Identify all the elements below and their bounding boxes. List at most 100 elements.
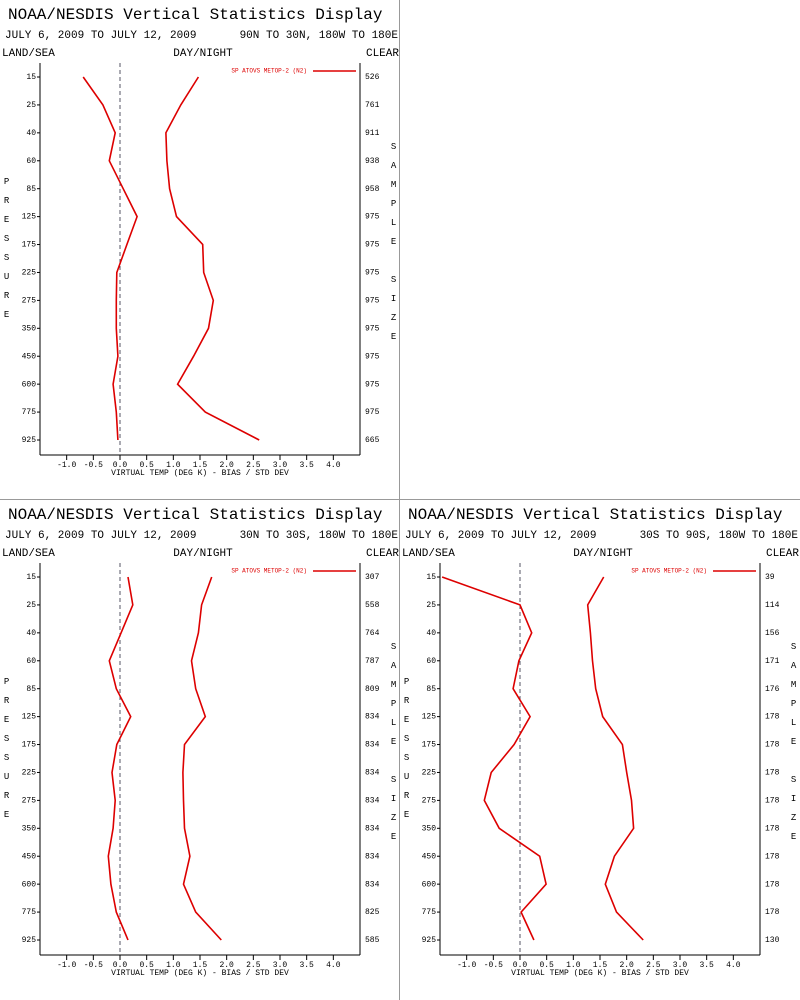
y2-axis-label: SAMPLE SIZE [789,642,799,851]
sample-size: 834 [365,713,380,722]
clear: CLEAR [366,548,399,560]
y-tick-label: 450 [22,352,37,361]
date-range: JULY 6, 2009 TO JULY 12, 2009 [5,30,196,42]
sample-size: 975 [365,380,380,389]
y-tick-label: 450 [422,852,437,861]
y-tick-label: 275 [22,296,37,305]
sample-size: 761 [365,101,380,110]
legend-label: SP ATOVS METOP-2 (N2) [631,568,707,575]
x-tick-label: 4.0 [726,961,741,970]
sample-size: 178 [765,908,780,917]
y-tick-label: 775 [22,408,37,417]
y-tick-label: 60 [26,157,36,166]
sample-size: 585 [365,936,380,945]
y-tick-label: 600 [422,880,437,889]
x-tick-label: 3.0 [673,961,688,970]
x-axis-label: VIRTUAL TEMP (DEG K) - BIAS / STD DEV [511,969,689,978]
y-tick-label: 40 [26,129,36,138]
x-tick-label: 2.0 [619,961,634,970]
y-tick-label: 775 [422,908,437,917]
land-sea: LAND/SEA [2,548,55,560]
title: NOAA/NESDIS Vertical Statistics Display [408,506,783,524]
region: 90N TO 30N, 180W TO 180E [240,30,399,42]
x-tick-label: 0.5 [539,961,554,970]
legend-label: SP ATOVS METOP-2 (N2) [231,68,307,75]
sample-size: 526 [365,73,380,82]
y-tick-label: 60 [26,657,36,666]
x-tick-label: 4.0 [326,461,341,470]
x-tick-label: 1.0 [166,461,181,470]
sample-size: 665 [365,436,380,445]
y-tick-label: 925 [422,936,437,945]
title: NOAA/NESDIS Vertical Statistics Display [8,506,383,524]
std-dev-line [586,576,644,941]
bias-line [107,576,134,941]
y-tick-label: 350 [22,824,37,833]
sample-size: 834 [365,796,380,805]
sample-size: 834 [365,824,380,833]
sample-size: 156 [765,629,780,638]
y-tick-label: 40 [426,629,436,638]
sample-size: 558 [365,601,380,610]
x-tick-label: 3.5 [299,961,314,970]
sample-size: 171 [765,657,780,666]
sample-size: 938 [365,157,380,166]
region: 30S TO 90S, 180W TO 180E [640,530,799,542]
y-tick-label: 225 [22,769,37,778]
sample-size: 975 [365,241,380,250]
y-tick-label: 925 [22,936,37,945]
sample-size: 834 [365,741,380,750]
x-tick-label: 3.0 [273,961,288,970]
y-tick-label: 85 [26,185,36,194]
y-tick-label: 600 [22,380,37,389]
x-tick-label: 2.0 [219,961,234,970]
legend-label: SP ATOVS METOP-2 (N2) [231,568,307,575]
x-tick-label: 4.0 [326,961,341,970]
x-tick-label: 1.5 [193,461,208,470]
y-tick-label: 125 [422,713,437,722]
sample-size: 178 [765,713,780,722]
day-night: DAY/NIGHT [173,48,233,60]
sample-size: 39 [765,573,775,582]
y-tick-label: 85 [26,685,36,694]
sample-size: 178 [765,796,780,805]
day-night: DAY/NIGHT [573,548,633,560]
y-tick-label: 175 [22,241,37,250]
date-range: JULY 6, 2009 TO JULY 12, 2009 [5,530,196,542]
land-sea: LAND/SEA [2,48,55,60]
x-tick-label: 1.0 [566,961,581,970]
x-tick-label: 3.5 [299,461,314,470]
sample-size: 764 [365,629,380,638]
x-tick-label: -0.5 [484,961,503,970]
y-tick-label: 25 [26,601,36,610]
x-tick-label: 0.5 [139,461,154,470]
y-axis-label: PRESSURE [2,177,12,329]
y-tick-label: 40 [26,629,36,638]
y-tick-label: 125 [22,713,37,722]
panel: NOAA/NESDIS Vertical Statistics Display J… [402,506,800,978]
y-tick-label: 600 [22,880,37,889]
y-tick-label: 350 [22,324,37,333]
clear: CLEAR [366,48,399,60]
y-axis-label: PRESSURE [402,677,412,829]
sample-size: 178 [765,852,780,861]
std-dev-line [182,576,222,941]
x-tick-label: 0.0 [113,961,128,970]
sample-size: 307 [365,573,380,582]
clear: CLEAR [766,548,799,560]
x-tick-label: 2.5 [246,461,261,470]
sample-size: 178 [765,824,780,833]
x-tick-label: 2.5 [246,961,261,970]
sample-size: 975 [365,213,380,222]
land-sea: LAND/SEA [402,548,455,560]
y-tick-label: 125 [22,213,37,222]
y-tick-label: 225 [22,269,37,278]
sample-size: 176 [765,685,780,694]
bias-line [82,76,138,441]
std-dev-line [165,76,260,441]
x-tick-label: -0.5 [84,461,103,470]
y-tick-label: 25 [426,601,436,610]
y-tick-label: 60 [426,657,436,666]
sample-size: 975 [365,324,380,333]
